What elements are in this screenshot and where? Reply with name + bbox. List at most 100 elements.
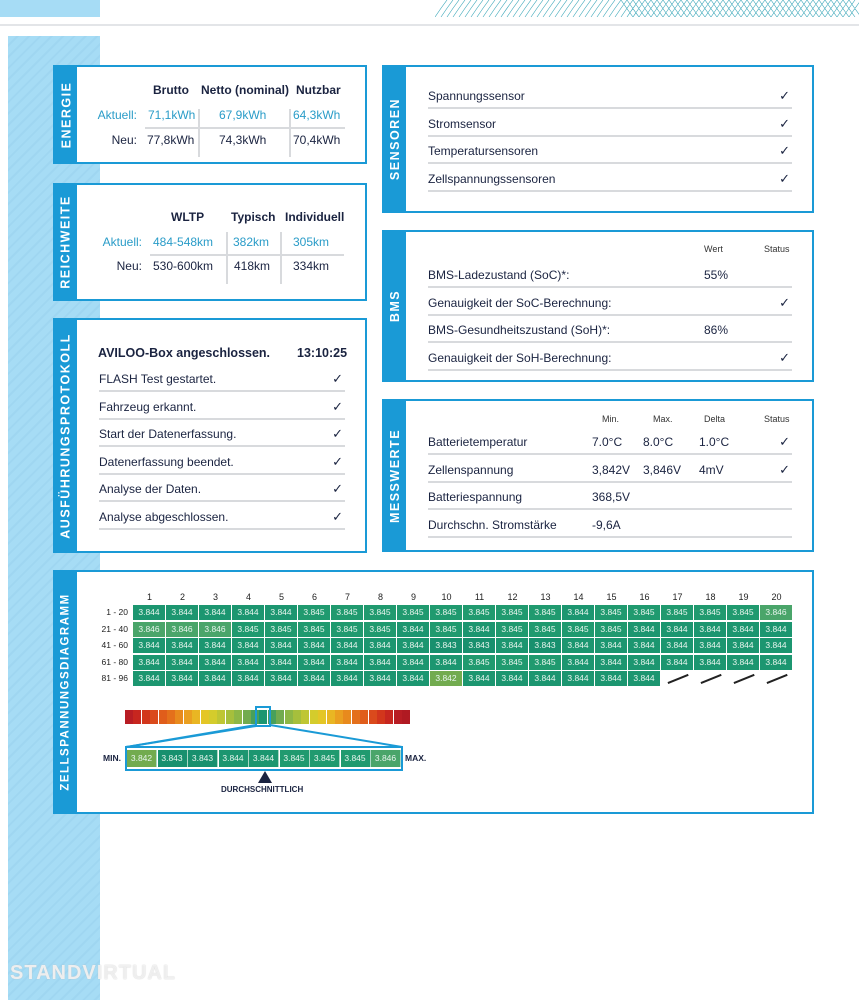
cell-voltage: 3.844 [364,638,396,654]
messwert-delta: 1.0°C [699,435,730,449]
cell-voltage: 3.845 [727,605,759,620]
cell-voltage: 3.845 [430,605,462,620]
col-individuell: Individuell [285,210,345,224]
messwert-label: Durchschn. Stromstärke [428,517,557,532]
cell-voltage: 3.844 [595,638,627,654]
messwert-max: 8.0°C [643,435,674,449]
cell-voltage: 3.844 [331,654,363,670]
column-header: 7 [344,592,350,602]
sensor-item: Zellspannungssensoren ✓ [428,166,792,192]
scale-segment [293,710,301,724]
log-item-label: Fahrzeug erkannt. [99,399,197,414]
reichweite-panel: REICHWEITE WLTP Typisch Individuell Aktu… [53,183,367,301]
cell-voltage: 3.844 [760,621,792,637]
cell-voltage: 3.844 [760,638,792,654]
scale-segment [133,710,142,724]
value: 67,9kWh [219,108,267,122]
scale-value: 3.846 [371,750,401,767]
cell-voltage: 3.844 [562,671,594,687]
scale-segment [318,710,327,724]
cell-voltage: 3.844 [133,638,165,654]
col-typisch: Typisch [231,210,276,224]
scale-value: 3.843 [157,750,188,767]
cell-voltage: 3.845 [529,605,561,620]
col-brutto: Brutto [153,83,189,97]
cell-voltage: 3.844 [694,654,726,670]
cell-voltage: 3.844 [331,638,363,654]
cell-voltage: 3.845 [364,621,396,637]
cell-voltage: 3.844 [760,654,792,670]
cell-voltage: 3.844 [463,621,495,637]
row-label-neu: Neu: [111,133,137,147]
sensor-label: Spannungssensor [428,89,525,103]
cell-voltage: 3.844 [133,605,165,620]
bms-panel: BMS Wert Status BMS-Ladezustand (SoC)*: 5… [382,230,814,382]
bms-row: Genauigkeit der SoH-Berechnung: ✓ [428,345,792,371]
scale-segment [259,710,268,724]
value: 74,3kWh [219,133,267,147]
cell-voltage: 3.845 [595,621,627,637]
cell-voltage: 3.844 [694,621,726,637]
check-icon: ✓ [332,453,343,469]
cell-voltage: 3.844 [199,605,231,620]
column-header: 6 [311,592,317,602]
check-icon: ✓ [779,143,790,158]
messwert-row: Zellenspannung 3,842V 3,846V 4mV ✓ [428,457,792,483]
scale-value: 3.844 [218,750,249,767]
average-label: DURCHSCHNITTLICH [221,785,304,794]
column-header: 2 [179,592,185,602]
value: 418km [234,259,271,273]
messwerte-title: MESSWERTE [388,428,402,523]
cell-voltage: 3.844 [562,605,594,620]
log-item-label: Datenerfassung beendet. [99,454,234,469]
scale-value: 3.845 [279,750,310,767]
cell-voltage: 3.844 [628,621,660,637]
zellspannung-title: ZELLSPANNUNGSDIAGRAMM [60,593,72,791]
header-decor-block [0,0,100,17]
cell-voltage: 3.844 [166,654,198,670]
messwert-row: Durchschn. Stromstärke -9,6A [428,512,792,538]
cell-voltage: 3.844 [496,638,528,654]
cell-voltage: 3.844 [298,638,330,654]
cell-voltage: 3.845 [397,605,429,620]
cell-voltage: 3.844 [727,654,759,670]
column-header: 15 [606,592,617,602]
cell-voltage: 3.845 [562,621,594,637]
scale-segment [335,710,343,724]
scale-segment [209,710,217,724]
check-icon: ✓ [332,426,343,441]
column-header: 5 [278,592,284,602]
scale-segment [141,710,150,724]
cell-voltage: 3.842 [430,671,462,687]
divider [289,109,291,157]
col-max: Max. [653,414,673,424]
divider [150,254,344,256]
row-header: 1 - 20 [106,607,128,617]
messwert-label: Batteriespannung [428,490,523,504]
cell-voltage: 3.844 [397,621,429,637]
cell-voltage: 3.844 [298,654,330,670]
cell-voltage: 3.844 [430,654,462,670]
cell-voltage: 3.844 [562,654,594,670]
scale-segment [309,710,318,724]
reichweite-tab: REICHWEITE [55,185,77,299]
log-item: Analyse der Daten. ✓ [99,476,345,502]
cell-voltage: 3.845 [463,605,495,620]
scale-segment [183,710,192,724]
scale-value: 3.845 [340,750,371,767]
cell-voltage: 3.845 [298,621,330,637]
cell-voltage: 3.844 [727,621,759,637]
divider [145,127,345,129]
scale-segment [242,710,251,724]
cell-voltage: 3.846 [133,621,165,637]
cell-voltage: 3.844 [694,638,726,654]
bms-tab: BMS [384,232,406,380]
column-header: 11 [474,592,485,602]
sensor-item: Temperatursensoren ✓ [428,138,792,164]
row-header: 21 - 40 [101,623,128,634]
cell-voltage: 3.845 [331,605,363,620]
col-wert: Wert [704,244,723,254]
cell-voltage: 3.845 [661,605,693,620]
cell-voltage: 3.844 [133,654,165,670]
scale-segment [385,710,394,724]
